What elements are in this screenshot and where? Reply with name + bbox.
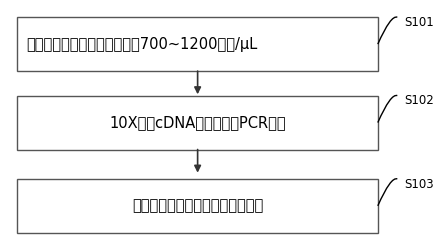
Text: S102: S102 <box>404 94 434 108</box>
FancyBboxPatch shape <box>17 17 378 71</box>
Text: S101: S101 <box>404 16 434 29</box>
Text: 构建标准测序文库并进行文库测序: 构建标准测序文库并进行文库测序 <box>132 198 263 213</box>
FancyBboxPatch shape <box>17 96 378 150</box>
FancyBboxPatch shape <box>17 179 378 233</box>
Text: S103: S103 <box>404 178 433 191</box>
Text: 细胞质检：将细胞浓度调整至700~1200细胞/μL: 细胞质检：将细胞浓度调整至700~1200细胞/μL <box>26 37 257 52</box>
Text: 10X标记cDNA片段并进行PCR扩增: 10X标记cDNA片段并进行PCR扩增 <box>109 115 286 130</box>
